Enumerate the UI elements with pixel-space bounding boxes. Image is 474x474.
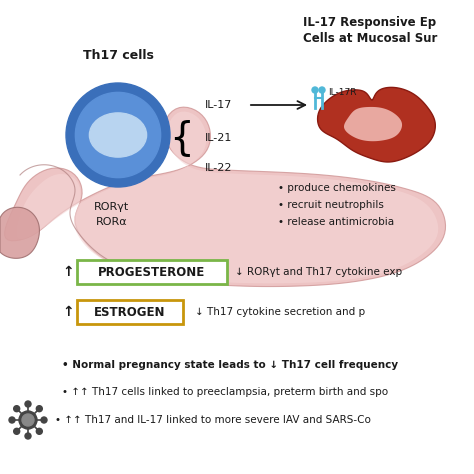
Circle shape [36, 428, 42, 434]
Circle shape [319, 87, 325, 93]
Text: RORα: RORα [96, 217, 128, 227]
Text: • Normal pregnancy state leads to ↓ Th17 cell frequency: • Normal pregnancy state leads to ↓ Th17… [62, 360, 398, 370]
Circle shape [25, 433, 31, 439]
Circle shape [25, 401, 31, 407]
Polygon shape [318, 87, 435, 162]
Circle shape [19, 411, 37, 429]
Circle shape [9, 417, 15, 423]
Circle shape [14, 406, 20, 412]
Polygon shape [344, 107, 402, 141]
Text: IL-17: IL-17 [205, 100, 232, 110]
Circle shape [75, 92, 161, 178]
Circle shape [66, 83, 170, 187]
Circle shape [36, 406, 42, 412]
Text: Th17 cells: Th17 cells [82, 48, 154, 62]
Text: ESTROGEN: ESTROGEN [94, 306, 166, 319]
Text: • ↑↑ Th17 cells linked to preeclampsia, preterm birth and spo: • ↑↑ Th17 cells linked to preeclampsia, … [62, 387, 388, 397]
Text: • release antimicrobia: • release antimicrobia [278, 217, 394, 227]
Text: RORγt: RORγt [94, 202, 129, 212]
Text: • produce chemokines: • produce chemokines [278, 183, 396, 193]
Circle shape [14, 428, 20, 434]
Text: IL-17R: IL-17R [328, 88, 356, 97]
Text: • recruit neutrophils: • recruit neutrophils [278, 200, 384, 210]
Circle shape [41, 417, 47, 423]
Text: IL-22: IL-22 [205, 163, 233, 173]
Text: Cells at Mucosal Sur: Cells at Mucosal Sur [303, 31, 437, 45]
Polygon shape [0, 207, 39, 258]
Text: ↑: ↑ [62, 305, 74, 319]
Text: IL-17 Responsive Ep: IL-17 Responsive Ep [303, 16, 437, 28]
FancyBboxPatch shape [77, 260, 227, 284]
Ellipse shape [90, 113, 146, 157]
Text: PROGESTERONE: PROGESTERONE [99, 265, 206, 279]
Text: ↓ Th17 cytokine secretion and p: ↓ Th17 cytokine secretion and p [195, 307, 365, 317]
Text: ↑: ↑ [62, 265, 74, 279]
Text: {: { [170, 119, 194, 157]
Text: ↓ RORγt and Th17 cytokine exp: ↓ RORγt and Th17 cytokine exp [235, 267, 402, 277]
FancyBboxPatch shape [77, 300, 183, 324]
Circle shape [22, 414, 34, 426]
Text: IL-21: IL-21 [205, 133, 232, 143]
Circle shape [312, 87, 318, 93]
Polygon shape [17, 111, 438, 283]
Text: • ↑↑ Th17 and IL-17 linked to more severe IAV and SARS-Co: • ↑↑ Th17 and IL-17 linked to more sever… [55, 415, 371, 425]
Polygon shape [5, 107, 446, 287]
